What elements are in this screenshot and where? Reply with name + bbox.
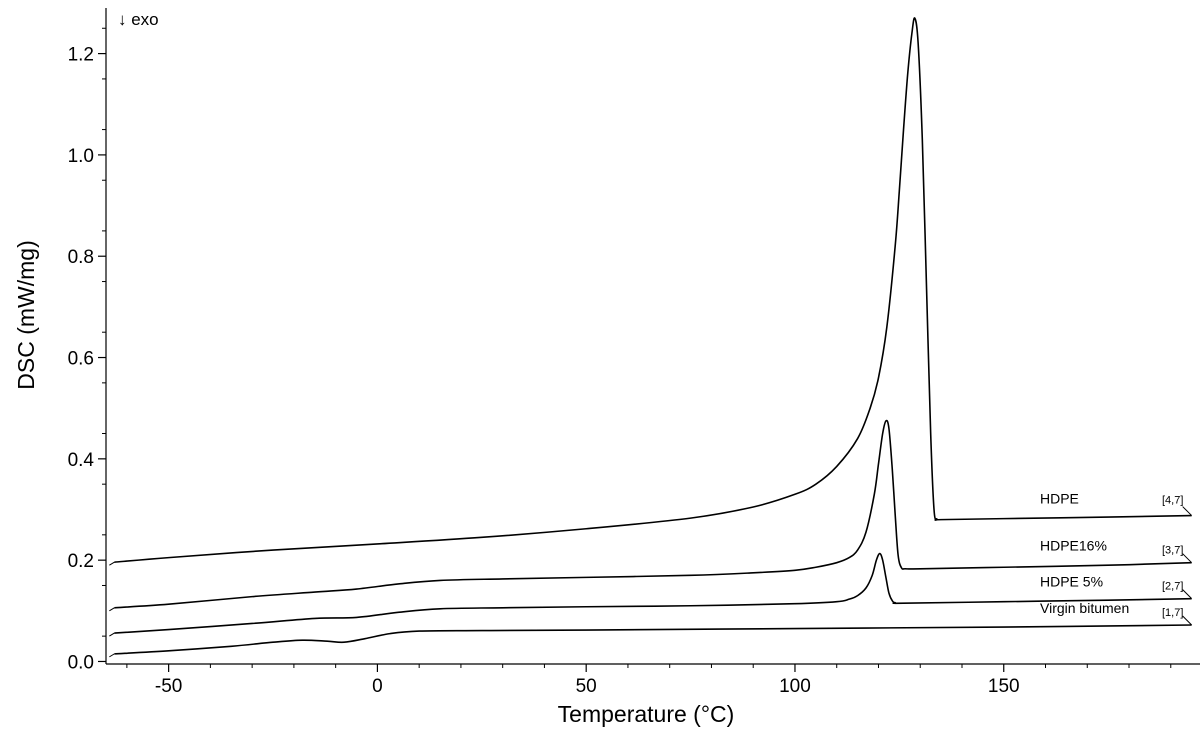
series-label: Virgin bitumen: [1040, 600, 1129, 616]
y-axis-title: DSC (mW/mg): [13, 240, 39, 389]
series-code-label: [2,7]: [1162, 581, 1183, 593]
y-tick-label: 1.2: [68, 45, 94, 66]
series-label: HDPE 5%: [1040, 574, 1103, 590]
curve-end-mark: [1182, 506, 1193, 516]
x-tick-label: 0: [372, 676, 383, 697]
curve-end-mark: [1182, 553, 1193, 564]
curve-start-mark: [109, 653, 115, 658]
curve-virgin-bitumen: [114, 624, 1192, 655]
curve-hdpe: [114, 17, 1192, 563]
curve-end-mark: [1182, 615, 1193, 626]
curves-group: [109, 17, 1193, 658]
x-tick-label: 150: [988, 676, 1020, 697]
y-tick-label: 0.6: [68, 349, 94, 370]
series-code-label: [4,7]: [1162, 495, 1183, 507]
x-tick-label: -50: [155, 676, 182, 697]
y-tick-label: 0.8: [68, 247, 94, 268]
y-tick-label: 0.4: [68, 450, 95, 471]
x-axis-title: Temperature (°C): [558, 701, 735, 727]
series-label: HDPE16%: [1040, 538, 1107, 554]
y-tick-label: 0.2: [68, 551, 94, 572]
x-tick-label: 50: [576, 676, 597, 697]
y-tick-label: 0.0: [68, 652, 94, 673]
series-code-label: [1,7]: [1162, 607, 1183, 619]
curve-hdpe-5-: [114, 552, 1192, 634]
axis-ticks: -50 0 50 100 150 0.0 0.2 0.4 0.6 0.8 1.0 1.2: [68, 27, 1172, 697]
curve-end-mark: [1182, 589, 1193, 600]
curve-hdpe16-: [114, 419, 1192, 609]
series-code-label: [3,7]: [1162, 545, 1183, 557]
curve-start-mark: [109, 561, 115, 566]
exo-annotation: ↓ exo: [118, 10, 159, 29]
y-tick-label: 1.0: [68, 146, 94, 167]
series-labels-group: HDPE [4,7] HDPE16% [3,7] HDPE 5% [2,7] Virgin …: [1040, 491, 1183, 619]
curve-start-mark: [109, 607, 115, 612]
x-tick-label: 100: [779, 676, 811, 697]
series-label: HDPE: [1040, 491, 1079, 507]
curve-start-mark: [109, 632, 115, 637]
plot-axes: [105, 8, 1200, 665]
